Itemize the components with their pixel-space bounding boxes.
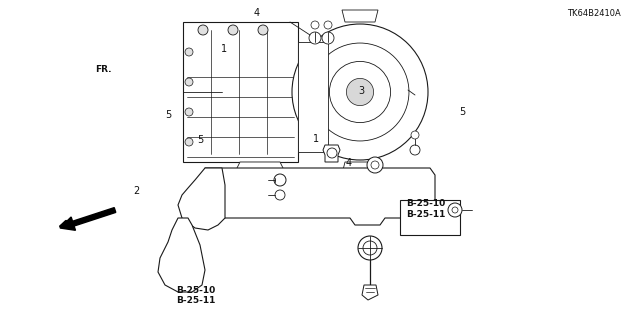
Circle shape xyxy=(311,21,319,29)
Polygon shape xyxy=(158,218,205,292)
Circle shape xyxy=(185,138,193,146)
Circle shape xyxy=(185,78,193,86)
Circle shape xyxy=(411,131,419,139)
Text: B-25-10
B-25-11: B-25-10 B-25-11 xyxy=(406,199,446,219)
FancyArrow shape xyxy=(60,208,116,230)
Polygon shape xyxy=(205,168,435,225)
Circle shape xyxy=(292,24,428,160)
Circle shape xyxy=(371,161,379,169)
Circle shape xyxy=(258,25,268,35)
Text: B-25-10
B-25-11: B-25-10 B-25-11 xyxy=(176,286,216,305)
Circle shape xyxy=(311,43,409,141)
Text: 4: 4 xyxy=(346,158,352,168)
Polygon shape xyxy=(342,162,378,174)
Bar xyxy=(183,22,298,162)
Bar xyxy=(400,200,460,235)
Text: 4: 4 xyxy=(253,8,259,19)
Text: 3: 3 xyxy=(358,86,365,96)
Circle shape xyxy=(448,203,462,217)
Circle shape xyxy=(309,32,321,44)
Text: 5: 5 xyxy=(197,135,204,145)
Polygon shape xyxy=(323,145,340,162)
Text: 1: 1 xyxy=(221,44,227,55)
Text: TK64B2410A: TK64B2410A xyxy=(567,9,621,18)
Polygon shape xyxy=(342,10,378,22)
Circle shape xyxy=(274,174,286,186)
Text: 1: 1 xyxy=(312,134,319,144)
Text: 5: 5 xyxy=(460,107,466,117)
Circle shape xyxy=(275,190,285,200)
Circle shape xyxy=(363,241,377,255)
Circle shape xyxy=(330,61,390,122)
Text: 2: 2 xyxy=(133,186,140,197)
Circle shape xyxy=(346,78,374,106)
Circle shape xyxy=(228,25,238,35)
Circle shape xyxy=(324,21,332,29)
Circle shape xyxy=(327,148,337,158)
Circle shape xyxy=(198,25,208,35)
Circle shape xyxy=(358,236,382,260)
Text: FR.: FR. xyxy=(95,65,111,74)
Circle shape xyxy=(452,207,458,213)
Circle shape xyxy=(322,32,334,44)
Circle shape xyxy=(367,157,383,173)
Polygon shape xyxy=(235,162,285,172)
Text: 5: 5 xyxy=(165,110,172,120)
Circle shape xyxy=(410,145,420,155)
Polygon shape xyxy=(178,168,225,230)
Polygon shape xyxy=(362,285,378,300)
Circle shape xyxy=(185,48,193,56)
Circle shape xyxy=(185,108,193,116)
Bar xyxy=(298,42,328,152)
